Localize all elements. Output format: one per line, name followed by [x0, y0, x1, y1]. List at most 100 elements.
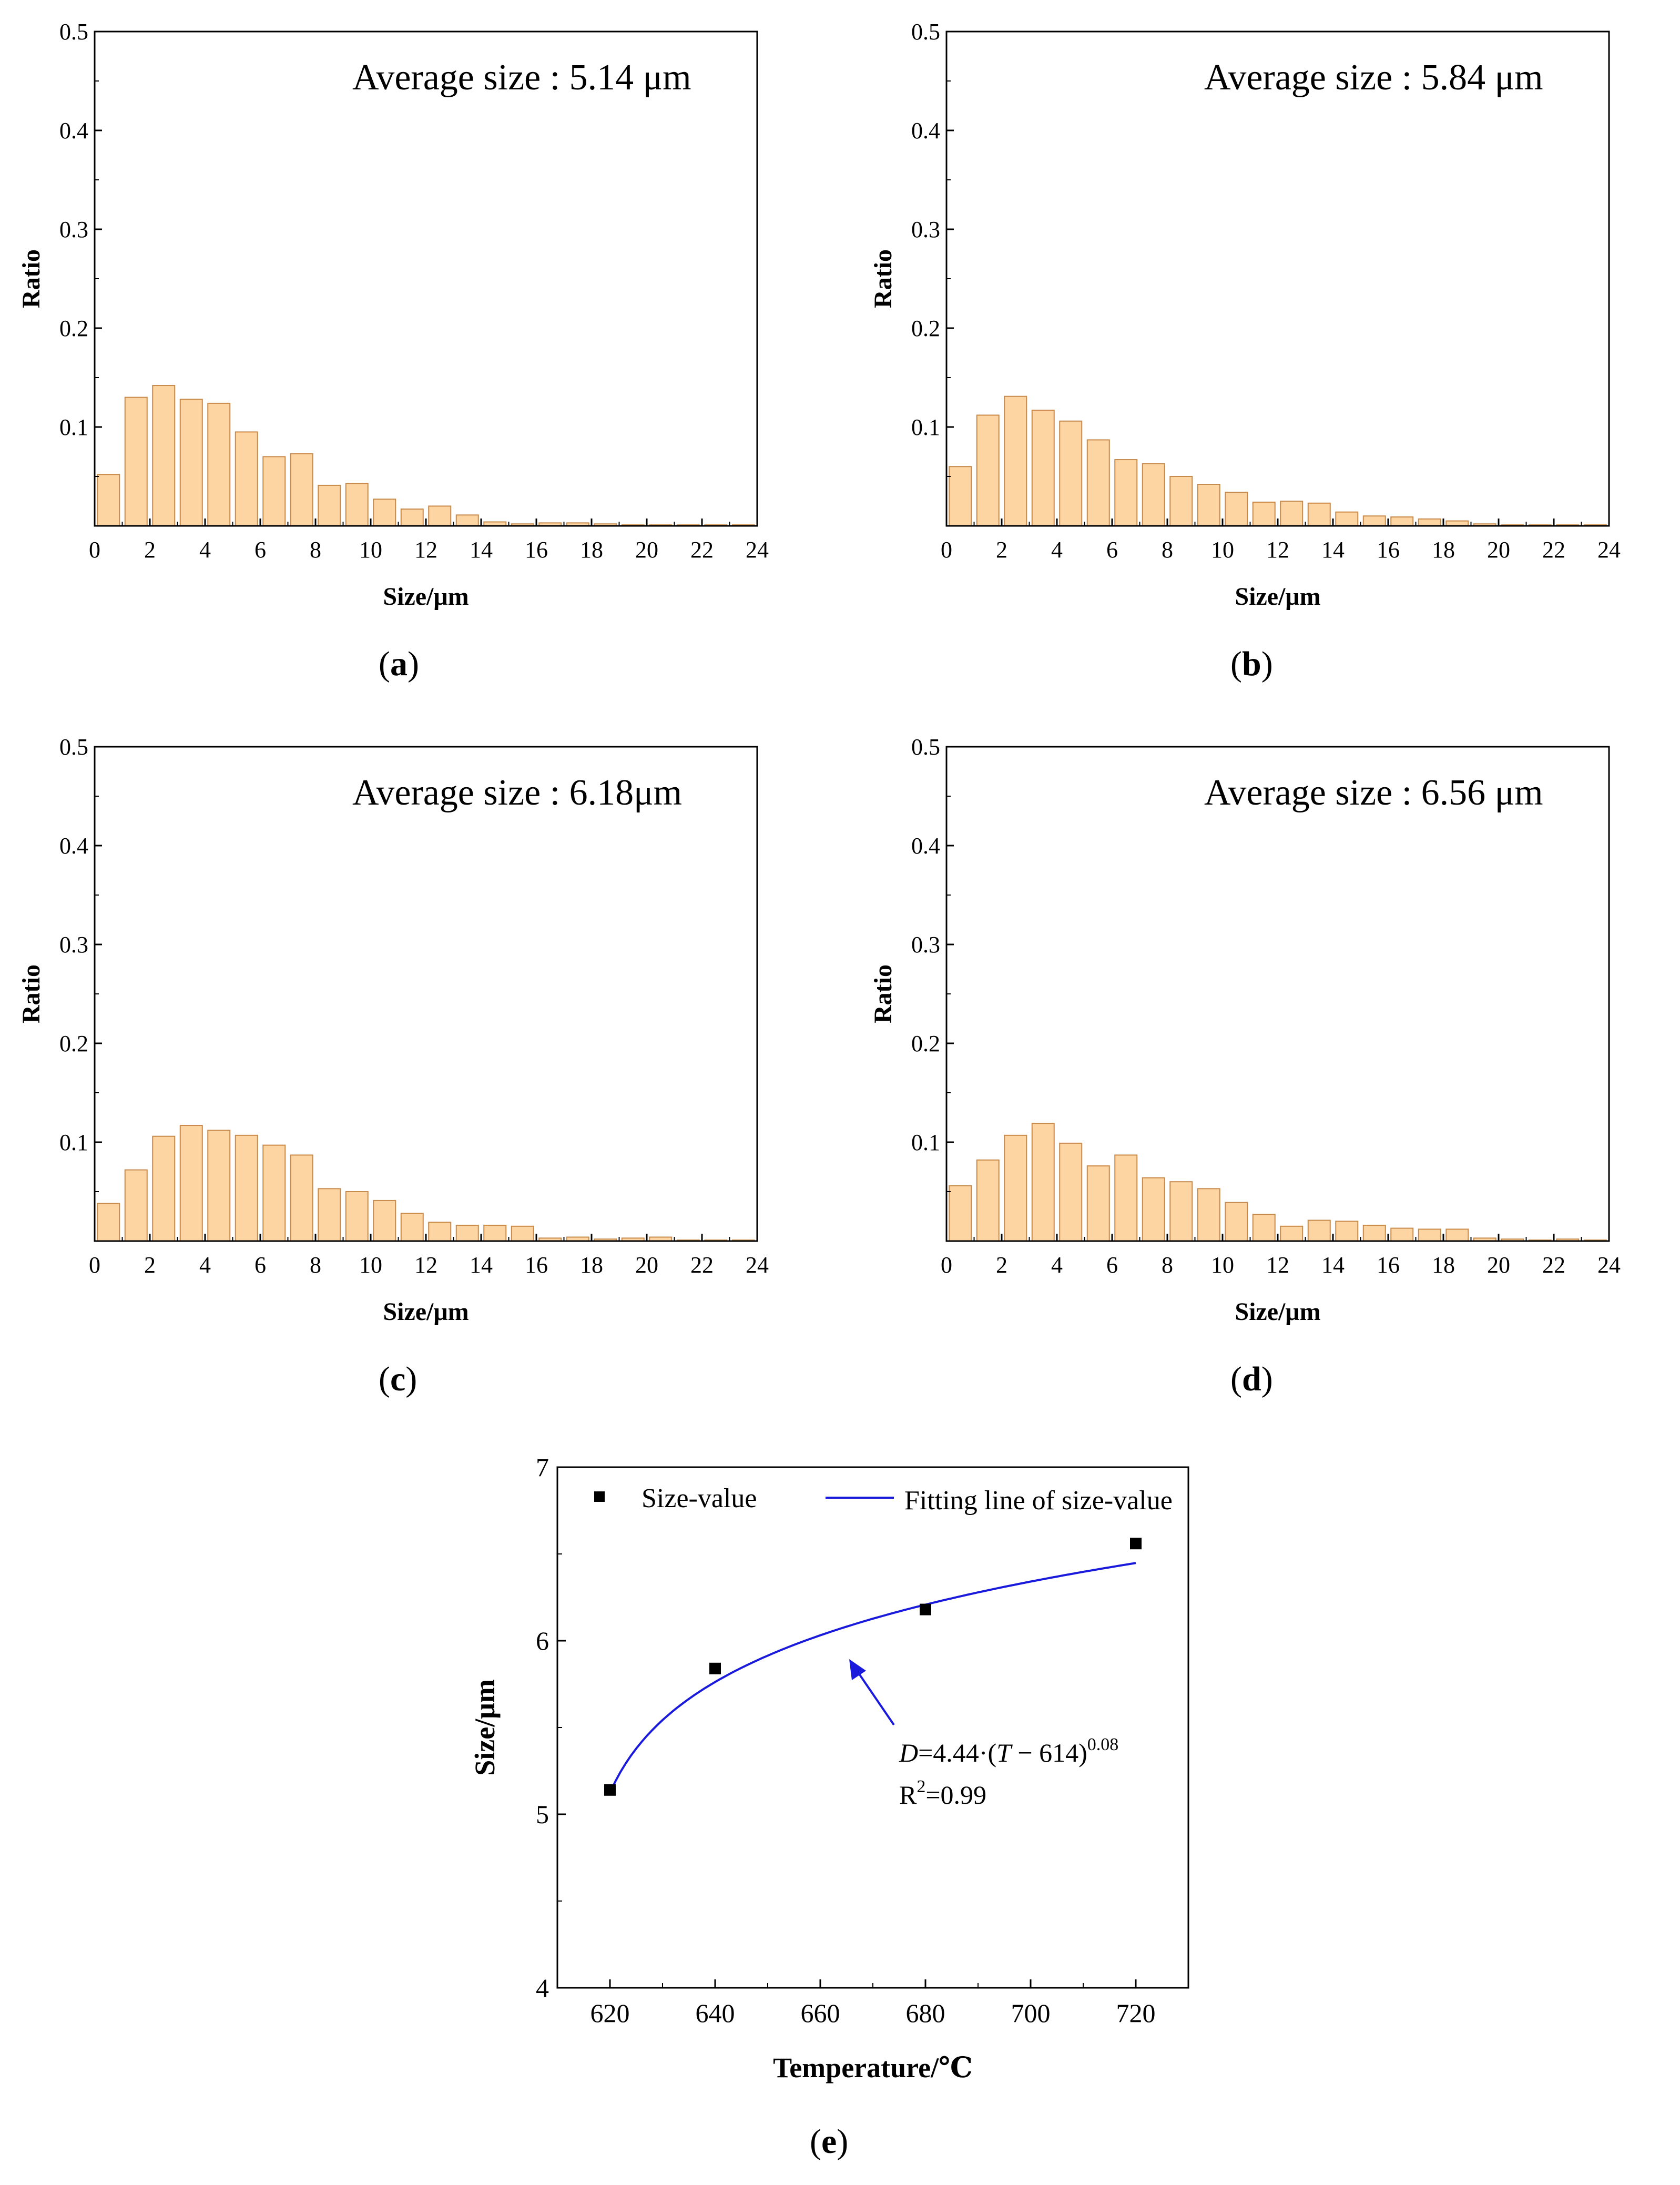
xtick-label-e-0: 620	[590, 1998, 630, 2028]
histogram-a-svg: 0.10.20.30.40.50 2 4 6 8 10 12 14 16 18 20 22 24Size…	[17, 19, 769, 611]
xtick-label-d-5: 10	[1211, 1252, 1234, 1278]
legend-marker	[594, 1491, 605, 1502]
histogram-panel-d: 0.1 0.2 0.3 0.4 0.5 0 2 4 6 8 10 12 14 16 18 20 22 24 Size…	[852, 715, 1672, 1409]
xtick-label-d-2: 4	[1051, 1252, 1063, 1278]
bar-d-16	[1390, 1227, 1414, 1242]
bar-a-12	[428, 505, 452, 527]
xtick-label-a-11: 22	[690, 537, 714, 563]
xtick-label-a-12: 24	[746, 537, 769, 563]
xtick-label-c-9: 18	[580, 1252, 603, 1278]
bar-c-12	[428, 1222, 452, 1242]
y-axis-label-b: Ratio	[869, 249, 897, 308]
bar-d-12	[1280, 1225, 1304, 1242]
scatter-e-svg: 4 5 6 7 620 640 660 680 700 720 Temperature/℃ Size/…	[469, 1452, 1189, 2084]
bar-b-3	[1031, 410, 1055, 526]
bar-a-9	[345, 483, 369, 526]
bar-c-0	[97, 1203, 120, 1242]
average-size-annotation-b: Average size : 5.84 μm	[1204, 57, 1543, 98]
bar-b-12	[1280, 501, 1304, 526]
xtick-label-a-1: 2	[144, 537, 156, 563]
ytick-label-a-3: 0.4	[59, 118, 88, 144]
xtick-label-b-12: 24	[1597, 537, 1621, 563]
data-point-3	[1130, 1538, 1142, 1550]
bar-c-2	[152, 1135, 176, 1242]
bar-b-2	[1004, 395, 1027, 526]
bar-a-6	[262, 456, 286, 527]
xtick-label-b-5: 10	[1211, 537, 1234, 563]
bar-d-7	[1142, 1177, 1165, 1242]
xtick-label-d-9: 18	[1432, 1252, 1455, 1278]
equation-var-d: D	[899, 1738, 918, 1767]
xtick-label-d-10: 20	[1487, 1252, 1510, 1278]
data-point-0	[604, 1784, 616, 1796]
ytick-label-b-2: 0.3	[911, 217, 940, 242]
r2-superscript: 2	[917, 1777, 925, 1796]
fit-line	[609, 1562, 1136, 1793]
histogram-panel-c: 0.1 0.2 0.3 0.4 0.5 0 2 4 6 8 10 12 14 16 18 20 22 24 Size…	[0, 715, 820, 1409]
bar-b-17	[1418, 518, 1441, 527]
caption-b: (b)	[1230, 645, 1273, 683]
bar-c-13	[455, 1224, 479, 1242]
xtick-label-e-2: 660	[801, 1998, 840, 2028]
ytick-label-d-3: 0.4	[911, 833, 940, 859]
y-axis-label-e: Size/μm	[469, 1679, 501, 1776]
bar-d-9	[1197, 1188, 1220, 1242]
xtick-label-b-8: 16	[1377, 537, 1400, 563]
xtick-label-a-7: 14	[470, 537, 493, 563]
ytick-label-d-2: 0.3	[911, 932, 940, 958]
bar-b-11	[1252, 501, 1276, 527]
xtick-label-c-5: 10	[359, 1252, 382, 1278]
xtick-label-a-3: 6	[254, 537, 266, 563]
xtick-label-c-1: 2	[144, 1252, 156, 1278]
bar-a-0	[97, 474, 120, 526]
bar-b-1	[976, 414, 1000, 526]
bar-c-8	[318, 1188, 341, 1242]
x-axis-label-d: Size/μm	[1235, 1298, 1320, 1326]
bar-a-13	[455, 514, 479, 527]
bar-d-1	[976, 1159, 1000, 1242]
r2-value: =0.99	[925, 1780, 986, 1810]
ytick-label-c-0: 0.1	[59, 1130, 88, 1155]
legend-label-line: Fitting line of size-value	[904, 1486, 1173, 1516]
bar-c-7	[290, 1154, 313, 1242]
xtick-label-d-4: 8	[1162, 1252, 1173, 1278]
bar-a-4	[207, 402, 231, 526]
xtick-label-a-8: 16	[525, 537, 548, 563]
xtick-label-a-4: 8	[310, 537, 321, 563]
ytick-label-d-4: 0.5	[911, 734, 940, 760]
ytick-label-c-2: 0.3	[59, 932, 88, 958]
histogram-d-svg: 0.10.20.30.40.50 2 4 6 8 10 12 14 16 18 20 22 24Size…	[869, 734, 1621, 1326]
ytick-label-e-3: 7	[536, 1452, 549, 1482]
arrow-head	[849, 1659, 866, 1680]
r-squared: R2=0.99	[899, 1777, 986, 1810]
xtick-label-b-11: 22	[1542, 537, 1565, 563]
bar-b-15	[1362, 515, 1386, 527]
xtick-label-e-5: 720	[1116, 1998, 1156, 2028]
xtick-label-a-2: 4	[199, 537, 211, 563]
bar-b-14	[1335, 511, 1359, 526]
ytick-label-c-3: 0.4	[59, 833, 88, 859]
ytick-label-e-0: 4	[536, 1973, 549, 2003]
ytick-label-e-1: 5	[536, 1800, 549, 1829]
plot-frame-e	[556, 1466, 1189, 1989]
xtick-label-b-2: 4	[1051, 537, 1063, 563]
bar-c-14	[483, 1224, 507, 1242]
xtick-label-d-11: 22	[1542, 1252, 1565, 1278]
xtick-label-b-9: 18	[1432, 537, 1455, 563]
bar-a-1	[124, 397, 148, 526]
caption-c: (c)	[379, 1360, 418, 1398]
average-size-annotation-c: Average size : 6.18μm	[352, 773, 682, 813]
bar-b-16	[1390, 516, 1414, 527]
ytick-label-a-1: 0.2	[59, 316, 88, 341]
xtick-label-c-0: 0	[89, 1252, 100, 1278]
bar-c-10	[373, 1200, 396, 1242]
ytick-label-c-1: 0.2	[59, 1031, 88, 1056]
bar-a-10	[373, 499, 396, 526]
bar-d-8	[1169, 1181, 1193, 1242]
bar-b-6	[1114, 459, 1138, 526]
ytick-label-a-2: 0.3	[59, 217, 88, 242]
bar-a-3	[179, 399, 203, 526]
bar-a-11	[400, 509, 424, 526]
xtick-label-a-9: 18	[580, 537, 603, 563]
x-axis-label-e: Temperature/℃	[773, 2052, 973, 2084]
